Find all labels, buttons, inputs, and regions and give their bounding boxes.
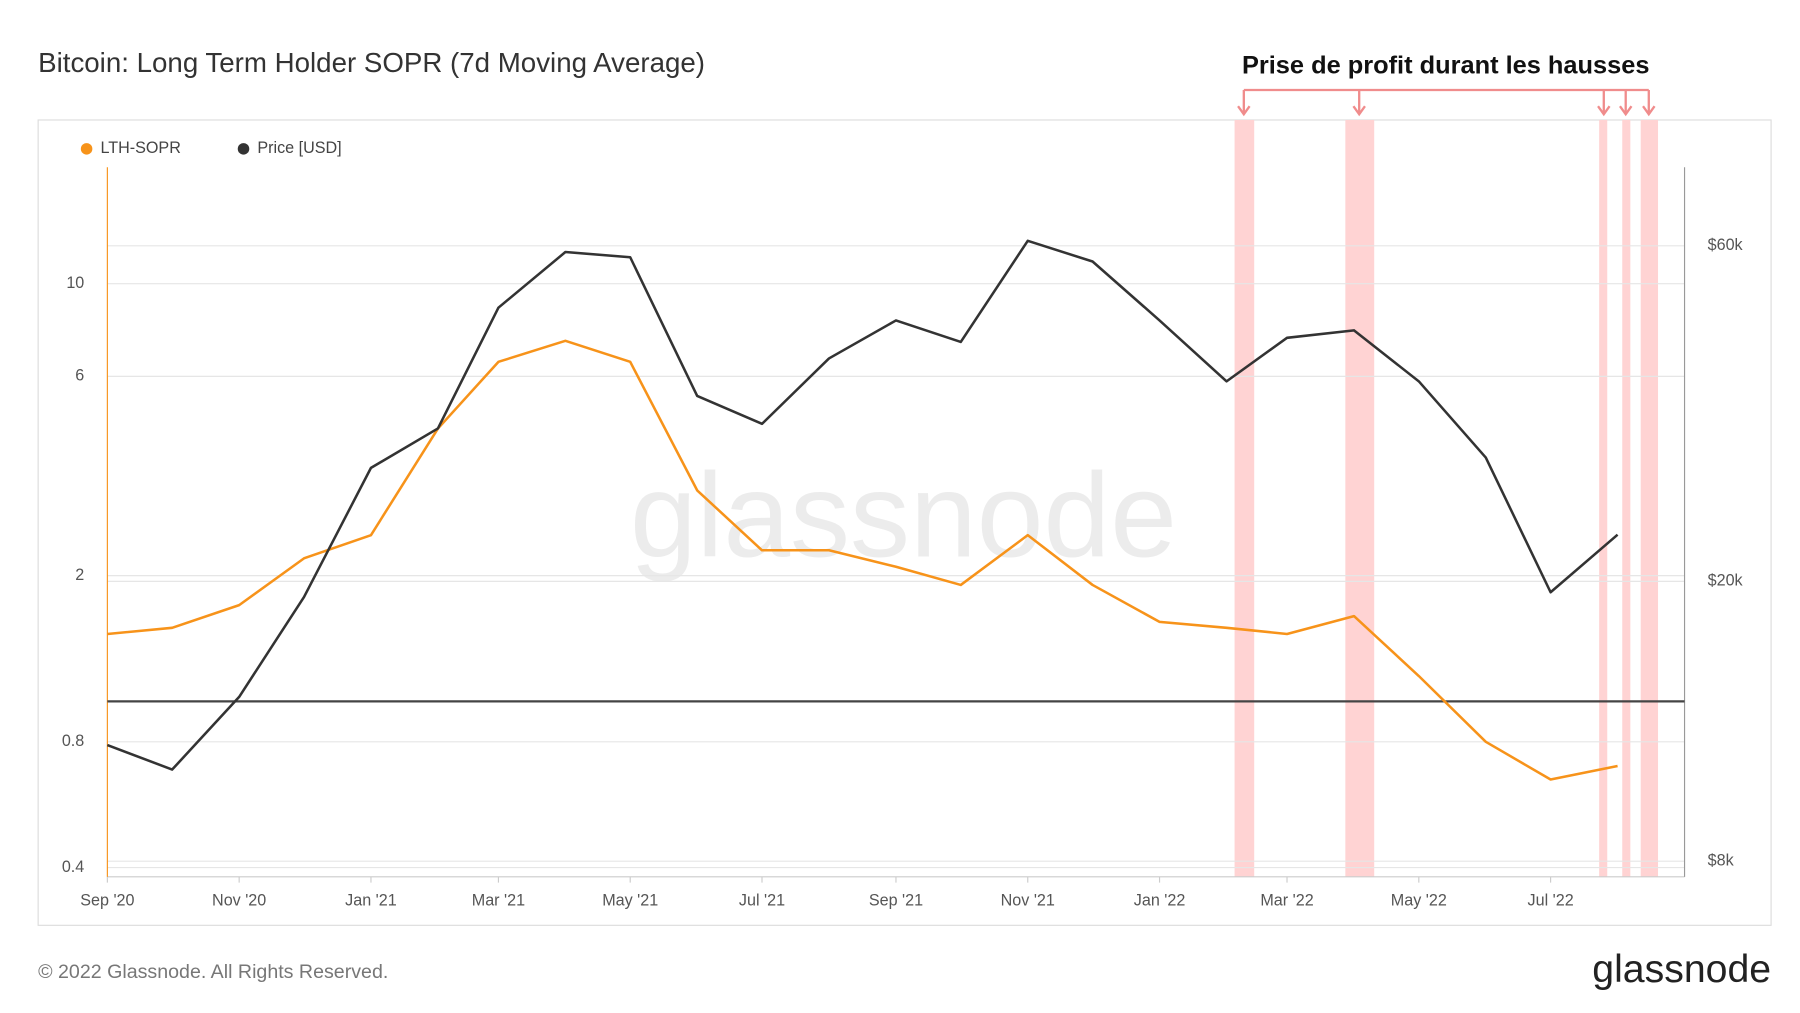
highlight (1599, 119, 1608, 877)
x-tick-label: Nov '21 (1001, 891, 1055, 909)
y2-tick-label: $8k (1708, 851, 1735, 869)
y2-tick-label: $60k (1708, 236, 1744, 254)
y-tick-label: 2 (75, 566, 84, 584)
highlight (1234, 119, 1255, 877)
watermark: glassnode (630, 449, 1177, 583)
legend-label: Price [USD] (257, 139, 341, 157)
series-line (106, 239, 1619, 771)
legend-marker (237, 143, 250, 155)
y-tick-label: 10 (66, 274, 84, 292)
highlight (1640, 119, 1659, 877)
x-tick-label: May '21 (602, 891, 658, 909)
legend-label: LTH-SOPR (100, 139, 180, 157)
footer: © 2022 Glassnode. All Rights Reserved. (38, 961, 388, 983)
x-tick-label: Mar '22 (1260, 891, 1313, 909)
y-tick-label: 0.8 (62, 732, 84, 750)
y2-tick-label: $20k (1708, 572, 1744, 590)
y-tick-label: 0.4 (62, 858, 84, 876)
x-tick-label: Jul '21 (739, 891, 785, 909)
annotation: Prise de profit durant les hausses (1242, 52, 1650, 80)
x-tick-label: Jul '22 (1528, 891, 1574, 909)
series-line (107, 339, 1618, 781)
frame (37, 119, 1772, 926)
x-tick-label: Jan '21 (345, 891, 397, 909)
x-tick-label: Sep '20 (80, 891, 134, 909)
x-tick-label: Mar '21 (472, 891, 525, 909)
highlight (1622, 119, 1631, 877)
y-tick-label: 6 (75, 367, 84, 385)
x-tick-label: Sep '21 (869, 891, 923, 909)
highlights (1234, 119, 1659, 877)
x-tick-label: Jan '22 (1134, 891, 1186, 909)
logo: glassnode (1592, 947, 1771, 991)
chart-title: Bitcoin: Long Term Holder SOPR (7d Movin… (38, 47, 705, 78)
x-tick-label: May '22 (1391, 891, 1447, 909)
highlight (1345, 119, 1375, 877)
legend-marker (80, 143, 93, 155)
annotation-bracket (1237, 88, 1656, 117)
plot: 0.4 0.8 2 6 10 $8k $20k $60k Sep '20 Nov '20 Jan '… (62, 139, 1744, 909)
x-tick-label: Nov '20 (212, 891, 266, 909)
